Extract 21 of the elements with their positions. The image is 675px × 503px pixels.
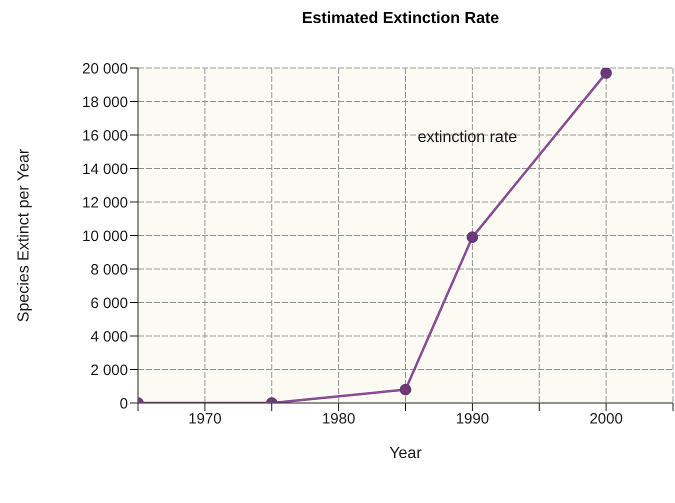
y-tick-label: 18 000 (82, 94, 128, 111)
point (466, 231, 478, 243)
x-tick-label: 1980 (322, 410, 356, 428)
y-tick-label: 12 000 (82, 194, 128, 212)
y-tick-label: 16 000 (82, 127, 128, 144)
x-tick-label: 1990 (456, 410, 490, 428)
y-tick-label: 0 (120, 395, 128, 412)
chart-title: Estimated Extinction Rate (300, 10, 500, 28)
y-tick-label: 6 000 (90, 294, 128, 312)
point (600, 68, 612, 79)
x-tick-label: 2000 (589, 410, 623, 428)
y-tick-label: 10 000 (82, 228, 128, 245)
y-axis-title: Species Extinct per Year (16, 148, 33, 322)
y-tick-label: 8 000 (90, 261, 128, 278)
series-label: extinction rate (418, 129, 518, 146)
x-tick-label: 1970 (188, 410, 222, 428)
y-tick-label: 14 000 (82, 160, 128, 178)
y-tick-label: 2 000 (90, 362, 128, 379)
y-tick-label: 20 000 (82, 60, 128, 78)
y-tick-label: 4 000 (90, 328, 128, 346)
x-axis-title: Year (389, 445, 422, 462)
